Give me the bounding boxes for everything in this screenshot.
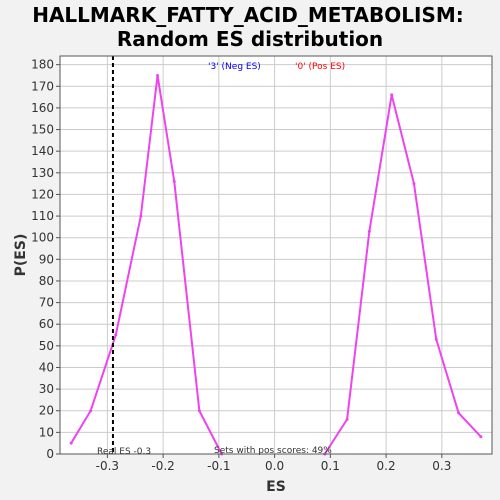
y-tick-label: 160 <box>31 101 54 115</box>
x-tick-label: -0.1 <box>207 459 230 473</box>
x-tick-label: 0.1 <box>321 459 340 473</box>
x-axis-title: ES <box>266 479 286 495</box>
plot-area <box>60 56 492 454</box>
y-tick-label: 20 <box>39 404 54 418</box>
distribution-point <box>367 229 371 233</box>
distribution-point <box>457 411 461 415</box>
distribution-point <box>139 214 143 218</box>
y-tick-label: 70 <box>39 296 54 310</box>
y-tick-label: 100 <box>31 231 54 245</box>
y-axis-title: P(ES) <box>13 234 29 277</box>
distribution-point <box>114 333 118 337</box>
y-tick-label: 130 <box>31 166 54 180</box>
x-tick-label: 0.0 <box>265 459 284 473</box>
series-layer <box>69 73 483 456</box>
y-tick-label: 10 <box>39 425 54 439</box>
distribution-point <box>197 409 201 413</box>
chart-title-line1: HALLMARK_FATTY_ACID_METABOLISM: <box>32 3 464 27</box>
y-tick-label: 180 <box>31 58 54 72</box>
y-tick-label: 30 <box>39 382 54 396</box>
y-tick-label: 80 <box>39 274 54 288</box>
y-tick-label: 60 <box>39 317 54 331</box>
real-es-label: Real ES -0.3 <box>97 447 151 457</box>
distribution-point <box>345 417 349 421</box>
legend-pos-es: '0' (Pos ES) <box>295 62 345 72</box>
y-tick-label: 140 <box>31 144 54 158</box>
grid-lines <box>60 56 492 455</box>
pos-scores-label: Sets with pos scores: 49% <box>214 446 332 456</box>
distribution-point <box>479 435 483 439</box>
chart-title-line2: Random ES distribution <box>117 27 383 51</box>
distribution-point <box>434 337 438 341</box>
y-tick-label: 40 <box>39 360 54 374</box>
y-tick-label: 120 <box>31 187 54 201</box>
x-tick-label: 0.2 <box>377 459 396 473</box>
axis-ticks: 0 10 20 30 40 50 60 70 80 90 100 110 120 130 140 150 160… <box>31 58 451 473</box>
x-tick-label: -0.2 <box>151 459 174 473</box>
distribution-point <box>390 93 394 97</box>
distribution-line-1 <box>70 74 223 455</box>
x-tick-label: 0.3 <box>432 459 451 473</box>
distribution-point <box>172 179 176 183</box>
distribution-point <box>89 409 93 413</box>
x-tick-label: -0.3 <box>96 459 119 473</box>
plot-border <box>59 55 493 455</box>
y-tick-label: 0 <box>46 447 54 461</box>
y-tick-label: 150 <box>31 123 54 137</box>
y-tick-label: 50 <box>39 339 54 353</box>
distribution-point <box>156 73 160 77</box>
distribution-point <box>69 441 73 445</box>
y-tick-label: 170 <box>31 79 54 93</box>
y-tick-label: 110 <box>31 209 54 223</box>
y-tick-label: 90 <box>39 252 54 266</box>
legend-neg-es: '3' (Neg ES) <box>208 62 261 72</box>
distribution-point <box>412 182 416 186</box>
distribution-line-2 <box>323 93 482 455</box>
